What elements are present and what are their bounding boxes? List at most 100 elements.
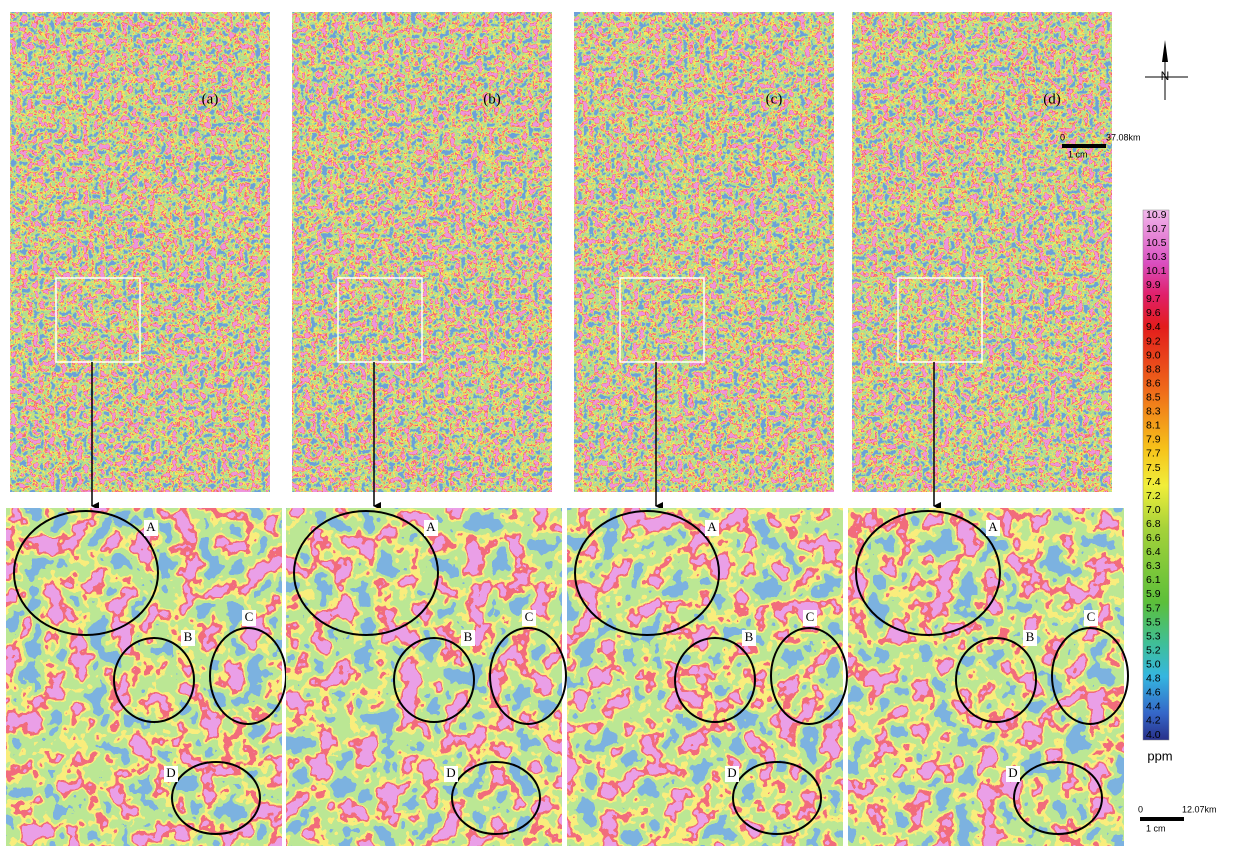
- legend-label: 10.9: [1146, 209, 1167, 221]
- region-circle: [489, 627, 567, 725]
- panels: (a) A B C D (b) A B C D (c) A B C D (d) A B C D: [6, 12, 1129, 846]
- region-circle: [113, 637, 195, 723]
- legend-label: 6.8: [1146, 518, 1161, 530]
- region-label: B: [464, 629, 473, 644]
- map: [292, 12, 552, 492]
- legend-label: 6.4: [1146, 546, 1161, 558]
- region-circle: [293, 510, 439, 636]
- legend-label: 7.4: [1146, 476, 1161, 488]
- region-circle: [674, 637, 756, 723]
- region-label: B: [745, 629, 754, 644]
- legend-label: 10.7: [1146, 223, 1167, 235]
- legend-label: 5.3: [1146, 630, 1161, 642]
- panel: (d) A B C D: [848, 12, 1129, 846]
- legend-label: 5.0: [1146, 659, 1161, 671]
- legend-label: 8.8: [1146, 363, 1161, 375]
- legend-label: 8.1: [1146, 420, 1161, 432]
- zoom-scale: 0 12.07km 1 cm: [1138, 804, 1217, 833]
- legend-label: 7.0: [1146, 504, 1161, 516]
- legend-unit: ppm: [1147, 748, 1172, 763]
- north-arrow: N: [1145, 40, 1188, 100]
- legend-label: 7.5: [1146, 462, 1161, 474]
- scale-unit: 1 cm: [1068, 149, 1088, 159]
- legend-label: 5.7: [1146, 602, 1161, 614]
- map-scale: 0 37.08km 1 cm: [1060, 132, 1141, 159]
- legend-label: 5.2: [1146, 644, 1161, 656]
- region-label: D: [446, 765, 455, 780]
- region-label-bg: [522, 610, 536, 626]
- zoom-box: [337, 277, 423, 363]
- region-label-bg: [181, 630, 195, 646]
- region-circle: [171, 761, 261, 835]
- region-label: A: [707, 519, 717, 534]
- region-label: D: [166, 765, 175, 780]
- region-label: C: [806, 609, 815, 624]
- panel-label: (b): [483, 91, 501, 107]
- zoom-box: [897, 277, 983, 363]
- region-label: A: [426, 519, 436, 534]
- region-label-bg: [1084, 610, 1098, 626]
- scale-unit: 1 cm: [1146, 823, 1166, 833]
- region-circle: [451, 761, 541, 835]
- region-circle: [1013, 761, 1103, 835]
- scale-end: 37.08km: [1106, 132, 1141, 142]
- region-circle: [13, 510, 159, 636]
- north-label: N: [1161, 69, 1170, 83]
- zoom-map: [567, 508, 843, 846]
- region-label: D: [727, 765, 736, 780]
- legend-label: 8.6: [1146, 377, 1161, 389]
- region-label: A: [146, 519, 156, 534]
- legend-label: 6.3: [1146, 560, 1161, 572]
- legend-label: 7.7: [1146, 448, 1161, 460]
- region-circle: [574, 510, 720, 636]
- legend-label: 5.5: [1146, 616, 1161, 628]
- panel-label: (d): [1043, 91, 1061, 107]
- legend-label: 8.3: [1146, 406, 1161, 418]
- legend-label: 9.6: [1146, 307, 1161, 319]
- zoom-map: [848, 508, 1124, 846]
- region-label: C: [245, 609, 254, 624]
- legend-label: 7.2: [1146, 490, 1161, 502]
- region-circle: [955, 637, 1037, 723]
- region-label: C: [525, 609, 534, 624]
- legend-label: 7.9: [1146, 434, 1161, 446]
- legend-label: 9.7: [1146, 293, 1161, 305]
- legend-label: 9.4: [1146, 321, 1161, 333]
- zoom-map: [6, 508, 282, 846]
- legend-label: 4.6: [1146, 687, 1161, 699]
- region-label-bg: [144, 520, 158, 536]
- region-label-bg: [725, 766, 739, 782]
- panel: (a) A B C D: [6, 12, 287, 846]
- legend-label: 4.4: [1146, 701, 1161, 713]
- panel: (b) A B C D: [286, 12, 567, 846]
- zoom-box: [55, 277, 141, 363]
- region-label: C: [1087, 609, 1096, 624]
- legend-label: 4.0: [1146, 729, 1161, 741]
- map: [574, 12, 834, 492]
- region-label: D: [1008, 765, 1017, 780]
- panel: (c) A B C D: [567, 12, 848, 846]
- panel-label: (a): [202, 91, 219, 107]
- region-label-bg: [803, 610, 817, 626]
- region-label-bg: [424, 520, 438, 536]
- legend-label: 9.9: [1146, 279, 1161, 291]
- map: [852, 12, 1112, 492]
- region-label: B: [1026, 629, 1035, 644]
- region-label-bg: [444, 766, 458, 782]
- zoom-box: [619, 277, 705, 363]
- region-circle: [732, 761, 822, 835]
- legend-label: 10.3: [1146, 251, 1167, 263]
- legend: ppm 10.9 10.7 10.5 10.3 10.1 9.9 9.7 9.6 9.4 9.2 9…: [1142, 209, 1173, 763]
- scale-start: 0: [1138, 804, 1143, 814]
- region-label-bg: [461, 630, 475, 646]
- legend-label: 6.6: [1146, 532, 1161, 544]
- region-circle: [393, 637, 475, 723]
- region-label-bg: [1023, 630, 1037, 646]
- region-label-bg: [986, 520, 1000, 536]
- region-label-bg: [164, 766, 178, 782]
- region-label: A: [988, 519, 998, 534]
- legend-label: 9.2: [1146, 335, 1161, 347]
- legend-label: 8.5: [1146, 391, 1161, 403]
- region-circle: [1051, 627, 1129, 725]
